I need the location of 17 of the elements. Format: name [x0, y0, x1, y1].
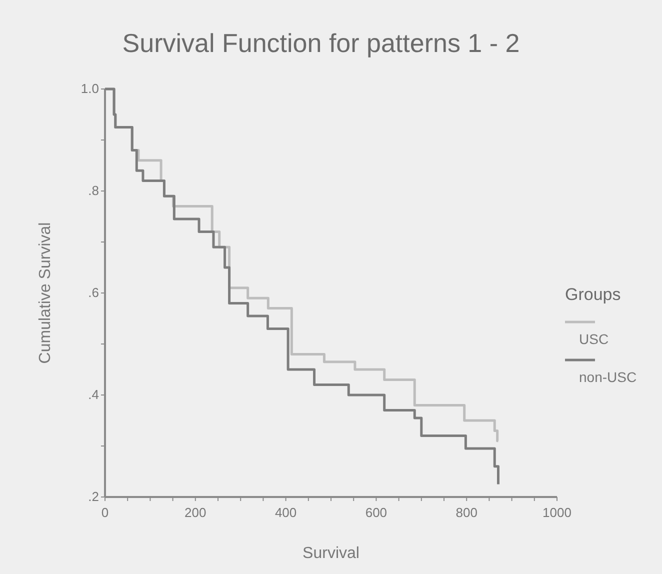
- y-tick-label: 1.0: [80, 81, 99, 96]
- x-tick-label: 200: [184, 505, 206, 520]
- x-tick-label: 0: [101, 505, 109, 520]
- x-axis-title: Survival: [302, 545, 360, 562]
- x-tick-label: 600: [365, 505, 388, 520]
- y-tick-label: .8: [88, 183, 99, 198]
- y-tick-label: .6: [88, 285, 99, 300]
- chart-title: Survival Function for patterns 1 - 2: [122, 28, 520, 58]
- y-tick-label: .2: [88, 489, 99, 504]
- legend-title: Groups: [565, 285, 621, 304]
- y-tick-label: .4: [88, 387, 99, 402]
- y-axis-title: Cumulative Survival: [37, 222, 54, 364]
- x-tick-label: 800: [456, 505, 478, 520]
- legend-label: non-USC: [579, 369, 637, 385]
- legend-label: USC: [579, 331, 609, 347]
- x-tick-label: 1000: [542, 505, 572, 520]
- x-tick-label: 400: [274, 505, 297, 520]
